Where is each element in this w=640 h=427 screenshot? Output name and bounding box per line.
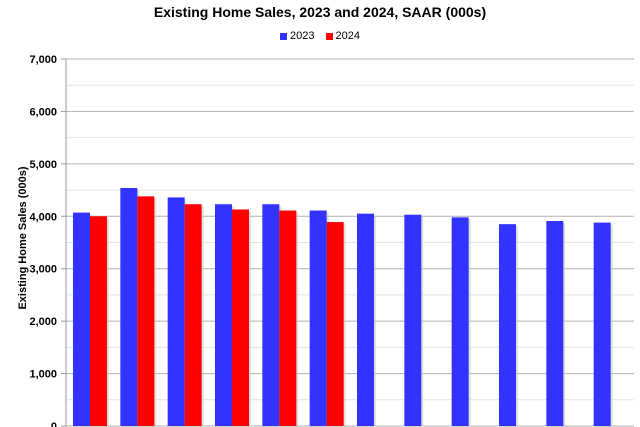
bar-2023-oct [499, 224, 516, 426]
bar-2023-nov [546, 221, 564, 426]
bar-2023-jan [73, 212, 90, 426]
bar-2023-may [262, 204, 280, 426]
bar-2023-feb [120, 187, 138, 426]
legend-label-2023: 2023 [289, 30, 315, 42]
legend-swatch-2023 [279, 32, 287, 40]
bar-2023-jun [309, 210, 327, 426]
legend-item-2023: 2023 [279, 30, 315, 42]
legend-item-2024: 2024 [325, 30, 361, 42]
bar-2024-jun [326, 222, 344, 426]
y-tick-label: 5,000 [29, 159, 57, 171]
bar-2023-mar [167, 197, 185, 426]
y-tick-label: 2,000 [29, 316, 57, 328]
legend-label-2024: 2024 [335, 30, 361, 42]
legend-swatch-2024 [325, 32, 333, 40]
chart-title: Existing Home Sales, 2023 and 2024, SAAR… [153, 4, 487, 20]
bar-2024-mar [184, 204, 202, 426]
bar-2024-may [279, 210, 297, 426]
y-tick-label: 3,000 [29, 264, 57, 276]
y-tick-label: 6,000 [29, 106, 57, 118]
bar-2023-jul [357, 213, 374, 426]
y-tick-label: 7,000 [29, 54, 57, 66]
bar-2023-sep [451, 217, 469, 426]
y-tick-label: 1,000 [29, 369, 57, 381]
bar-2023-dec [593, 222, 611, 426]
bar-2024-jan [90, 216, 107, 426]
y-tick-label: 0 [51, 421, 57, 427]
bar-2024-feb [137, 196, 155, 426]
bar-2023-apr [215, 204, 232, 426]
legend: 2023 2024 [0, 30, 640, 43]
bar-2023-aug [404, 214, 422, 426]
bar-2024-apr [232, 209, 249, 426]
y-tick-label: 4,000 [29, 211, 57, 223]
